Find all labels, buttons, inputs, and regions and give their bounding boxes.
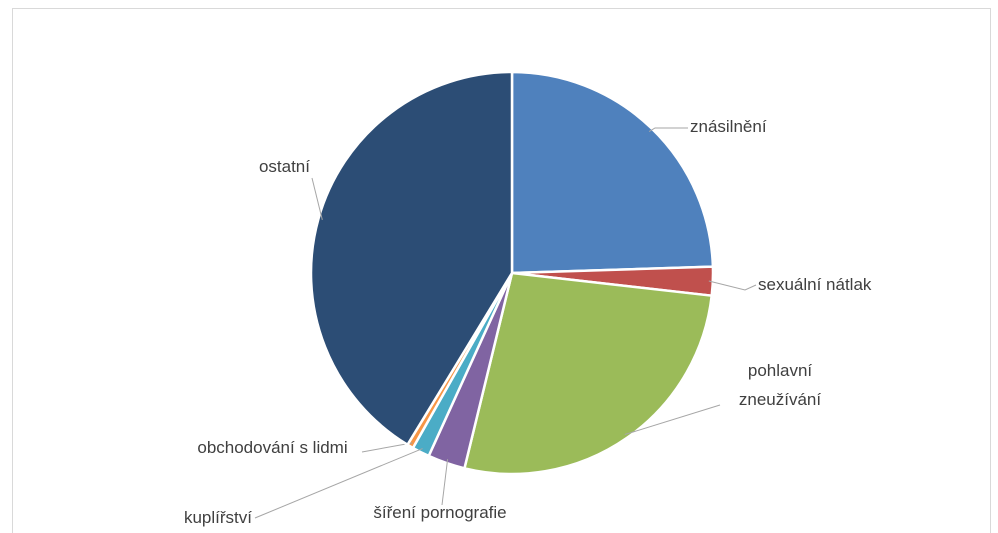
leader-line [311, 177, 323, 220]
leader-line [708, 280, 757, 291]
slice-label: sexuální nátlak [758, 275, 872, 294]
slice-label: ostatní [258, 157, 310, 176]
pie-slice [309, 70, 514, 447]
chart-border [12, 8, 991, 533]
slice-label: znásilnění [690, 117, 767, 136]
leader-line [254, 448, 423, 519]
slice-label: kuplířství [183, 508, 252, 527]
pie-slice [462, 271, 714, 476]
leader-line [648, 127, 688, 132]
leader-line [624, 404, 721, 436]
pie-slice [510, 70, 715, 275]
slice-label: pohlavní zneužívání [738, 361, 822, 409]
slice-label: obchodování s lidmi [197, 438, 348, 457]
leader-line [361, 442, 413, 453]
leader-line [441, 459, 449, 506]
slice-label: šíření pornografie [373, 503, 507, 522]
